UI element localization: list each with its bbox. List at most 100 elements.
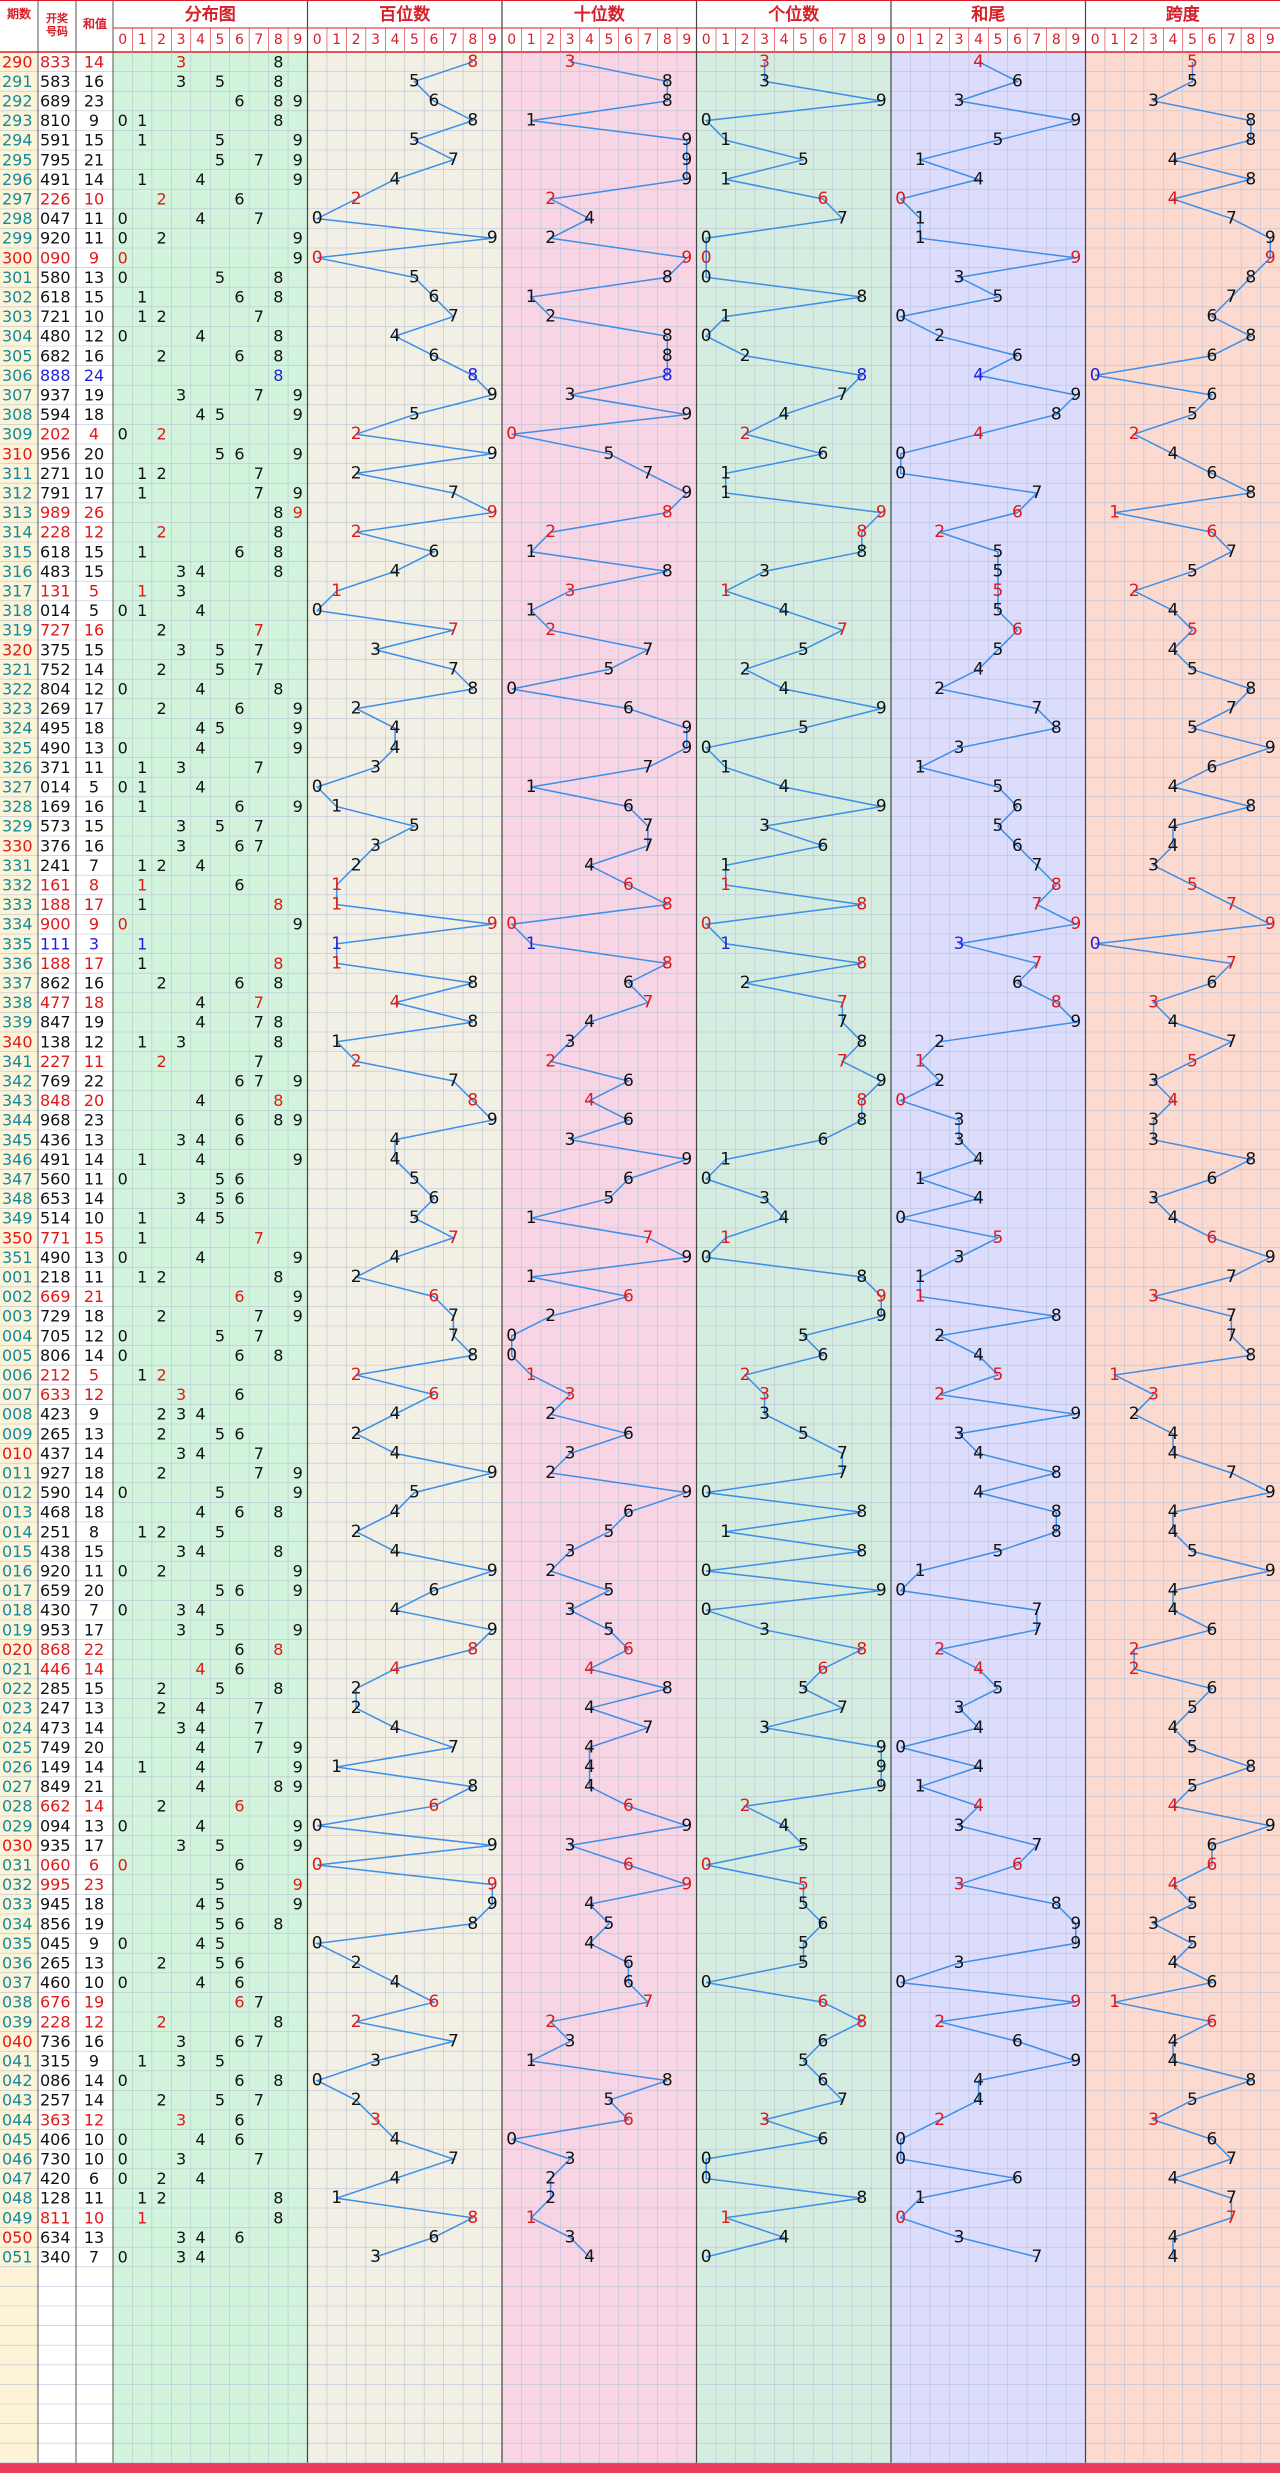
draw-number: 804	[40, 680, 71, 699]
distribution-digit: 1	[137, 2052, 147, 2071]
draw-number: 340	[40, 2248, 71, 2267]
draw-number: 847	[40, 1013, 71, 1032]
sum-tail: 2	[934, 2012, 945, 2032]
distribution-digit: 8	[273, 72, 283, 91]
hundreds-digit: 9	[487, 1835, 498, 1855]
sum-value: 14	[84, 1189, 104, 1208]
distribution-digit: 6	[234, 92, 244, 111]
units-digit: 6	[818, 2031, 829, 2051]
units-digit: 6	[818, 836, 829, 856]
tens-digit: 3	[565, 1130, 576, 1150]
issue: 304	[2, 327, 33, 346]
units-digit: 2	[740, 973, 751, 993]
tens-digit: 3	[565, 1443, 576, 1463]
sum-tail: 5	[993, 581, 1004, 601]
tens-digit: 6	[623, 2110, 634, 2130]
sum-tail: 6	[1012, 346, 1023, 366]
digit-header: 1	[1110, 32, 1119, 48]
sum-value: 13	[84, 1699, 104, 1718]
distribution-digit: 6	[234, 836, 244, 855]
sum-value: 12	[84, 1385, 104, 1404]
digit-header: 8	[274, 32, 283, 48]
draw-number: 594	[40, 405, 71, 424]
distribution-digit: 1	[137, 1228, 147, 1247]
distribution-digit: 2	[157, 1797, 167, 1816]
distribution-digit: 4	[195, 170, 205, 189]
distribution-digit: 2	[157, 1405, 167, 1424]
tens-digit: 9	[681, 718, 692, 738]
tens-digit: 4	[584, 1894, 595, 1914]
span: 8	[1245, 130, 1256, 150]
draw-number: 900	[40, 915, 71, 934]
hundreds-digit: 1	[331, 797, 342, 817]
draw-number: 188	[40, 954, 71, 973]
sum-value: 8	[89, 1522, 99, 1541]
sum-tail: 4	[973, 1443, 984, 1463]
sum-value: 13	[84, 1424, 104, 1443]
draw-number: 868	[40, 1640, 71, 1659]
distribution-digit: 1	[137, 1032, 147, 1051]
span: 9	[1265, 1247, 1276, 1267]
sum-value: 9	[89, 1405, 99, 1424]
draw-number: 927	[40, 1464, 71, 1483]
span: 6	[1207, 2129, 1218, 2149]
tens-digit: 9	[681, 1816, 692, 1836]
distribution-digit: 9	[293, 248, 303, 267]
distribution-digit: 7	[254, 993, 264, 1012]
digit-header: 6	[1207, 32, 1216, 48]
sum-value: 13	[84, 268, 104, 287]
distribution-digit: 0	[118, 327, 128, 346]
span: 9	[1265, 738, 1276, 758]
span: 7	[1226, 209, 1237, 229]
sum-tail: 4	[973, 1483, 984, 1503]
distribution-digit: 0	[118, 778, 128, 797]
header-bg	[0, 0, 1280, 52]
sum-tail: 9	[1070, 1992, 1081, 2012]
units-digit: 1	[720, 130, 731, 150]
units-digit: 5	[798, 1424, 809, 1444]
digit-header: 4	[196, 32, 205, 48]
hundreds-digit: 8	[467, 365, 478, 385]
span: 5	[1187, 1698, 1198, 1718]
issue: 339	[2, 1013, 33, 1032]
issue: 045	[2, 2130, 33, 2149]
distribution-digit: 0	[118, 1346, 128, 1365]
sum-tail: 0	[895, 1091, 906, 1111]
tens-digit: 6	[623, 1287, 634, 1307]
tens-digit: 6	[623, 1953, 634, 1973]
distribution-digit: 3	[176, 582, 186, 601]
units-digit: 4	[779, 1816, 790, 1836]
units-digit: 5	[798, 1835, 809, 1855]
tens-digit: 7	[642, 993, 653, 1013]
distribution-digit: 8	[273, 680, 283, 699]
digit-header: 2	[1130, 32, 1139, 48]
units-digit: 3	[759, 2110, 770, 2130]
digit-header: 5	[216, 32, 225, 48]
sum-value: 11	[84, 1562, 104, 1581]
distribution-digit: 0	[118, 1934, 128, 1953]
issue: 308	[2, 405, 33, 424]
units-digit: 0	[701, 248, 712, 268]
distribution-digit: 8	[273, 1111, 283, 1130]
units-digit: 8	[856, 2188, 867, 2208]
distribution-digit: 8	[273, 2189, 283, 2208]
issue: 326	[2, 758, 33, 777]
sum-tail: 5	[993, 1679, 1004, 1699]
sum-value: 8	[89, 876, 99, 895]
units-digit: 2	[740, 1796, 751, 1816]
tens-digit: 3	[565, 52, 576, 72]
sum-tail: 6	[1012, 2169, 1023, 2189]
digit-header: 2	[741, 32, 750, 48]
distribution-digit: 5	[215, 150, 225, 169]
hundreds-digit: 0	[312, 209, 323, 229]
issue: 319	[2, 621, 33, 640]
units-digit: 9	[876, 797, 887, 817]
distribution-digit: 0	[118, 1483, 128, 1502]
issue: 310	[2, 444, 33, 463]
digit-header: 0	[118, 32, 127, 48]
sum-value: 13	[84, 1130, 104, 1149]
distribution-digit: 5	[215, 1170, 225, 1189]
draw-number: 848	[40, 1091, 71, 1110]
units-digit: 5	[798, 1894, 809, 1914]
tens-digit: 9	[681, 405, 692, 425]
